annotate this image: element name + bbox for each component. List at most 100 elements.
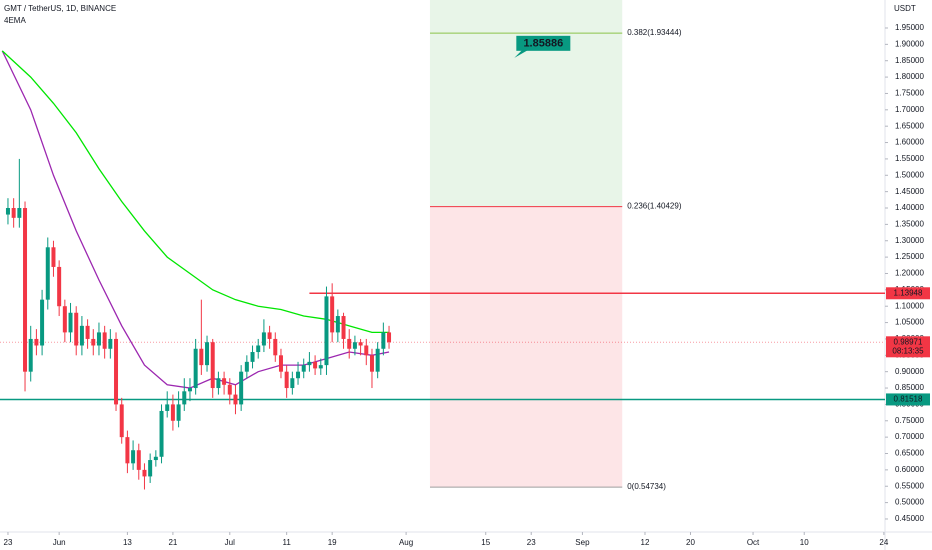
candle-body (330, 296, 335, 333)
candle-body (165, 404, 170, 411)
x-tick-label: 23 (4, 538, 13, 547)
candle-body (233, 394, 238, 405)
candle-body (364, 345, 369, 356)
candle-body (34, 338, 39, 346)
x-tick-label: 19 (328, 538, 337, 547)
y-tick-label: 1.40000 (895, 203, 924, 212)
candle-body (170, 404, 175, 421)
y-tick-label: 1.90000 (895, 39, 924, 48)
candle-body (347, 338, 352, 349)
candle-body (57, 266, 62, 307)
y-tick-label: 0.45000 (895, 514, 924, 523)
y-tick-label: 1.50000 (895, 170, 924, 179)
candle-body (335, 316, 340, 333)
fib-level-label: 0.236(1.40429) (627, 202, 682, 211)
x-tick-label: 15 (481, 538, 490, 547)
candle-body (222, 378, 227, 385)
candle-body (159, 410, 164, 457)
level-price-label: 1.13948 (894, 288, 923, 297)
candle-body (5, 208, 10, 215)
candle-body (375, 348, 380, 372)
candle-body (273, 338, 278, 356)
candle-body (68, 312, 73, 333)
candle-body (193, 348, 198, 389)
price-unit: USDT (894, 4, 916, 13)
level-price-label: 0.81518 (894, 395, 923, 404)
candle-body (318, 365, 323, 369)
x-tick-label: Oct (747, 538, 760, 547)
candle-body (74, 312, 79, 346)
x-tick-label: Sep (575, 538, 590, 547)
candle-body (176, 404, 181, 421)
candle-body (142, 469, 147, 477)
candle-body (114, 338, 119, 405)
candle-body (125, 437, 130, 464)
candle-body (278, 355, 283, 372)
x-tick-label: Jul (225, 538, 235, 547)
candle-body (28, 338, 33, 372)
indicator-label: 4EMA (4, 16, 26, 25)
x-tick-label: Jun (53, 538, 66, 547)
x-tick-label: 11 (283, 538, 292, 547)
x-tick-label: 20 (686, 538, 695, 547)
candle-body (284, 371, 289, 389)
y-tick-label: 0.90000 (895, 367, 924, 376)
y-tick-label: 1.55000 (895, 154, 924, 163)
candle-body (182, 391, 187, 405)
y-tick-label: 0.50000 (895, 498, 924, 507)
level-price-box (886, 393, 930, 406)
candle-body (62, 306, 67, 333)
candle-body (187, 388, 192, 392)
callout-box (516, 35, 571, 51)
current-price-label: 0.98971 (894, 337, 923, 346)
y-tick-label: 1.75000 (895, 89, 924, 98)
callout-label: 1.85886 (523, 38, 563, 50)
candle-body (358, 342, 363, 346)
candle-body (96, 332, 101, 346)
candle-body (341, 316, 346, 339)
countdown-label: 08:13:35 (892, 346, 924, 355)
current-price-box (886, 336, 930, 358)
candle-body (296, 371, 301, 379)
candle-body (79, 325, 84, 346)
y-tick-label: 1.25000 (895, 252, 924, 261)
x-tick-label: 13 (123, 538, 132, 547)
candle-body (381, 332, 386, 349)
x-tick-label: 21 (168, 538, 177, 547)
fib-zone-upper (429, 0, 623, 207)
x-tick-label: 10 (800, 538, 809, 547)
candle-body (210, 342, 215, 389)
candle-body (119, 404, 124, 438)
candle-body (102, 332, 107, 349)
candle-body (324, 296, 329, 366)
candle-body (244, 361, 249, 372)
candle-body (387, 332, 392, 343)
fib-zone-lower (429, 206, 623, 488)
candle-body (108, 338, 113, 349)
level-price-box (886, 287, 930, 300)
x-tick-label: 12 (641, 538, 650, 547)
y-tick-label: 1.95000 (895, 23, 924, 32)
y-tick-label: 0.55000 (895, 481, 924, 490)
y-tick-label: 1.30000 (895, 236, 924, 245)
candle-body (267, 332, 272, 339)
candle-body (136, 450, 141, 470)
candle-body (91, 338, 96, 346)
y-tick-label: 1.65000 (895, 121, 924, 130)
callout-pointer (514, 49, 529, 58)
candle-body (256, 345, 261, 353)
candle-body (307, 361, 312, 366)
fib-level-label: 0(0.54734) (627, 482, 666, 491)
candle-body (301, 365, 306, 372)
x-tick-label: 23 (527, 538, 536, 547)
y-tick-label: 1.45000 (895, 187, 924, 196)
candle-body (239, 371, 244, 405)
y-tick-label: 1.35000 (895, 219, 924, 228)
candle-body (131, 450, 136, 464)
y-tick-label: 1.10000 (895, 301, 924, 310)
y-tick-label: 1.70000 (895, 105, 924, 114)
candle-body (261, 332, 266, 346)
y-tick-label: 1.85000 (895, 56, 924, 65)
y-tick-label: 0.70000 (895, 432, 924, 441)
